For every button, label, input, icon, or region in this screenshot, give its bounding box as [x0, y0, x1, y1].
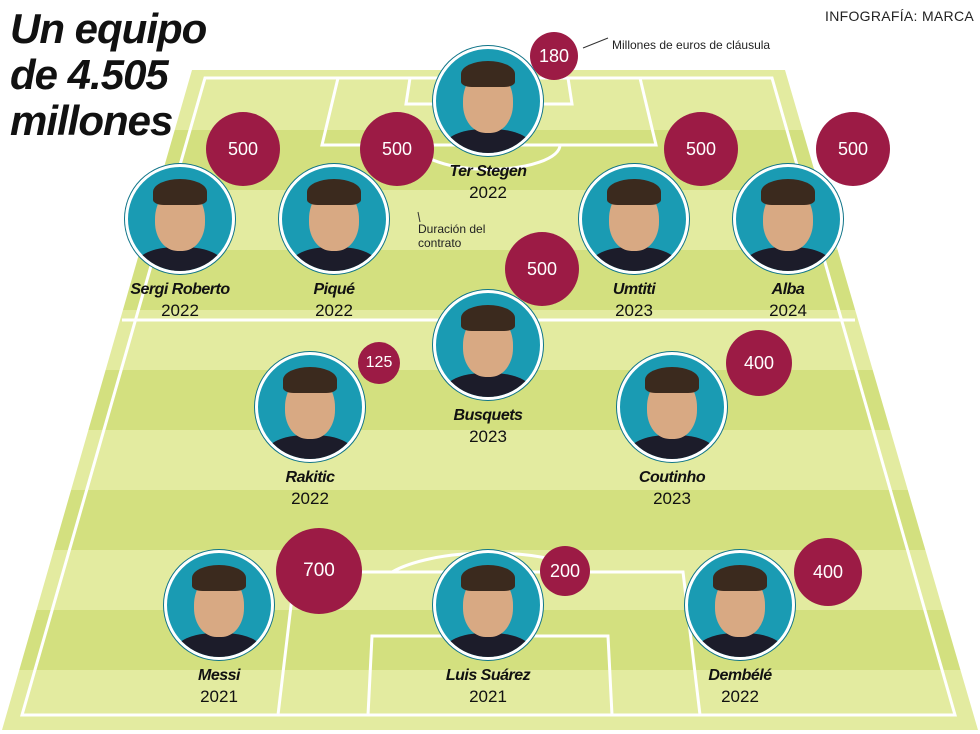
contract-year: 2022: [161, 301, 199, 320]
title-line: de 4.505: [10, 51, 169, 98]
contract-year: 2022: [291, 489, 329, 508]
player-name: Luis Suárez: [445, 667, 531, 684]
clause-bubble: 500: [816, 112, 890, 186]
player-card-luis-suarez: Luis Suárez 2021: [413, 550, 563, 708]
clause-bubble: 200: [540, 546, 590, 596]
player-photo: [433, 290, 543, 400]
page-title: Un equipo de 4.505 millones: [10, 5, 207, 144]
player-card-dembele: Dembélé 2022: [665, 550, 815, 708]
player-photo: [433, 550, 543, 660]
clause-note-pointer: [582, 37, 609, 49]
player-name: Dembélé: [708, 667, 772, 684]
contract-note-line: Duración del: [418, 222, 486, 236]
contract-year: 2022: [315, 301, 353, 320]
player-name: Coutinho: [638, 469, 706, 486]
clause-bubble: 700: [276, 528, 362, 614]
player-name: Umtiti: [612, 281, 656, 298]
player-card-pique: Piqué 2022: [259, 164, 409, 322]
contract-year: 2022: [469, 183, 507, 202]
player-photo: [617, 352, 727, 462]
contract-year: 2023: [653, 489, 691, 508]
player-photo: [685, 550, 795, 660]
contract-note: Duración del contrato: [418, 222, 485, 250]
player-card-ter-stegen: Ter Stegen 2022: [413, 46, 563, 204]
player-photo: [164, 550, 274, 660]
player-name: Messi: [198, 667, 240, 684]
player-photo: [125, 164, 235, 274]
clause-bubble: 125: [358, 342, 400, 384]
player-photo: [733, 164, 843, 274]
contract-year: 2023: [615, 301, 653, 320]
player-card-coutinho: Coutinho 2023: [597, 352, 747, 510]
player-photo: [433, 46, 543, 156]
clause-bubble: 500: [664, 112, 738, 186]
contract-note-line: contrato: [418, 236, 462, 250]
clause-bubble: 180: [530, 32, 578, 80]
player-card-alba: Alba 2024: [713, 164, 863, 322]
contract-year: 2021: [469, 687, 507, 706]
player-name: Alba: [771, 281, 805, 298]
title-line: Un equipo: [10, 5, 207, 52]
player-photo: [279, 164, 389, 274]
player-name: Sergi Roberto: [130, 281, 230, 298]
player-card-rakitic: Rakitic 2022: [235, 352, 385, 510]
clause-bubble: 400: [794, 538, 862, 606]
clause-bubble: 500: [505, 232, 579, 306]
title-line: millones: [10, 97, 173, 144]
player-name: Piqué: [313, 281, 355, 298]
contract-year: 2021: [200, 687, 238, 706]
contract-year: 2023: [469, 427, 507, 446]
player-card-messi: Messi 2021: [144, 550, 294, 708]
clause-note: Millones de euros de cláusula: [612, 38, 771, 52]
contract-year: 2024: [769, 301, 807, 320]
player-photo: [579, 164, 689, 274]
credit-label: INFOGRAFÍA: MARCA: [825, 8, 974, 24]
clause-bubble: 400: [726, 330, 792, 396]
player-photo: [255, 352, 365, 462]
player-name: Rakitic: [285, 469, 335, 486]
contract-note-pointer: [417, 211, 421, 223]
player-name: Busquets: [453, 407, 523, 424]
player-card-busquets: Busquets 2023: [413, 290, 563, 448]
contract-year: 2022: [721, 687, 759, 706]
clause-bubble: 500: [206, 112, 280, 186]
clause-bubble: 500: [360, 112, 434, 186]
player-card-umtiti: Umtiti 2023: [559, 164, 709, 322]
player-card-sergi-roberto: Sergi Roberto 2022: [105, 164, 255, 322]
player-name: Ter Stegen: [449, 163, 527, 180]
